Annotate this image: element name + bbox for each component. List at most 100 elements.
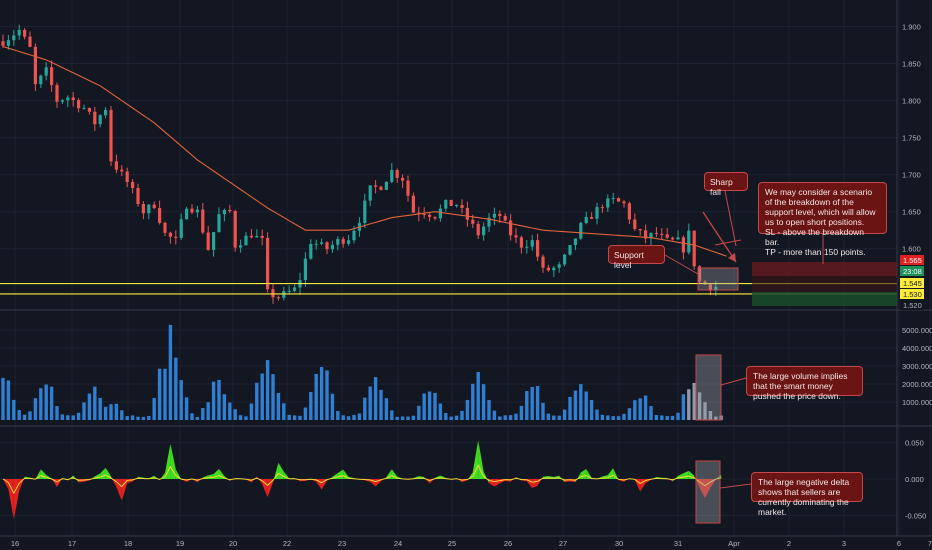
candle-body (82, 107, 86, 109)
delta-area (273, 462, 279, 483)
volume-bar (357, 413, 362, 420)
price-tag-stop: 1.565 (900, 255, 924, 265)
candle-body (260, 235, 264, 238)
volume-bar (228, 402, 232, 420)
volume-bar (103, 406, 108, 420)
candle-body (109, 109, 113, 162)
candle-body (476, 223, 480, 236)
volume-bar (573, 390, 578, 420)
volume-bar (60, 414, 65, 420)
delta-area (683, 470, 689, 479)
candle-body (671, 237, 675, 240)
volume-bar (163, 368, 167, 420)
volume-bar (670, 415, 675, 420)
price-tag-text: 1.545 (903, 279, 922, 288)
price-tag-bg (900, 278, 924, 288)
volume-bar (638, 398, 642, 420)
volume-bar (352, 414, 356, 420)
volume-bar (287, 414, 291, 420)
candle-body (509, 220, 513, 236)
volume-bar (557, 415, 561, 420)
delta-area (100, 467, 106, 479)
x-tick-label: 26 (504, 539, 512, 548)
candle-body (492, 213, 496, 218)
candle-body (217, 214, 221, 233)
candle-body (573, 238, 577, 245)
volume-bar (692, 382, 696, 420)
volume-bar (1, 377, 5, 420)
candle-body (222, 209, 226, 215)
volume-bar (201, 407, 205, 420)
candle-body (708, 284, 712, 291)
candle-body (12, 35, 16, 41)
delta-area (699, 479, 705, 499)
volume-bar (611, 416, 615, 420)
delta-area (624, 478, 630, 482)
delta-area (116, 479, 122, 501)
candle-body (498, 213, 502, 216)
note-scenario: We may consider a scenario of the breakd… (758, 182, 887, 257)
volume-bar (136, 416, 140, 420)
price-tick-label: 1.650 (902, 208, 921, 217)
candle-body (6, 40, 10, 46)
x-tick-label: 7 (928, 539, 932, 548)
note-volume: The large volume implies that the smart … (746, 366, 863, 401)
x-tick-label: 18 (124, 539, 132, 548)
volume-bar (195, 417, 200, 420)
volume-bar (600, 414, 605, 420)
volume-bar (336, 411, 340, 420)
candle-body (379, 186, 383, 190)
x-tick-label: 23 (338, 539, 346, 548)
stop-loss-zone (752, 262, 897, 276)
candle-body (244, 235, 248, 246)
candle-body (120, 169, 124, 172)
candle-body (23, 29, 27, 37)
volume-bar (87, 393, 92, 420)
x-tick-label: 19 (176, 539, 184, 548)
delta-area (121, 479, 128, 501)
candle-body (406, 180, 410, 196)
candle-body (395, 170, 399, 178)
volume-bar (595, 409, 599, 420)
candle-body (455, 205, 459, 207)
volume-bar (174, 357, 178, 420)
candle-body (698, 266, 702, 282)
candle-body (590, 216, 594, 219)
volume-bar (390, 410, 394, 420)
volume-bar (141, 416, 146, 420)
volume-bar (152, 398, 156, 420)
x-tick-label: Apr (728, 539, 740, 548)
volume-bar (249, 403, 254, 420)
volume-bar (309, 391, 313, 420)
candle-body (633, 219, 637, 230)
volume-bar (314, 373, 318, 420)
candle-body (320, 242, 324, 244)
candle-body (487, 217, 491, 227)
candle-body (368, 185, 372, 201)
x-tick-label: 22 (283, 539, 291, 548)
candle-body (28, 36, 32, 47)
delta-signal-line (2, 464, 722, 495)
delta-area (532, 479, 538, 489)
price-tag-text: 23:08 (903, 267, 922, 276)
candle-body (206, 232, 210, 250)
candle-body (71, 97, 75, 101)
volume-tick-label: 4000.000 (902, 344, 932, 353)
candle-body (314, 243, 318, 245)
delta-area (705, 479, 711, 499)
candle-body (179, 219, 183, 238)
volume-bar (406, 416, 410, 420)
volume-bar (22, 414, 27, 420)
volume-bar (616, 416, 621, 420)
candle-body (519, 237, 523, 248)
volume-bar (17, 410, 21, 420)
delta-area (262, 479, 268, 498)
volume-bar (206, 402, 210, 420)
volume-bar (346, 416, 351, 420)
volume-bar (454, 415, 459, 420)
volume-bar (260, 373, 264, 420)
volume-bar (492, 410, 497, 420)
volume-bar (487, 399, 491, 420)
delta-area (57, 478, 63, 488)
